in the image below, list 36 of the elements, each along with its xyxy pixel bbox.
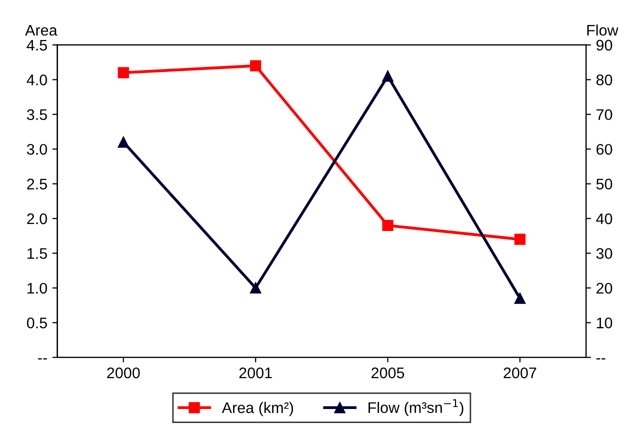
y-tick-label: 2.5	[27, 178, 47, 190]
y2-tick-label: 90	[596, 40, 612, 51]
y2-axis-title: Flow	[587, 24, 618, 36]
y2-tick-label: 60	[596, 144, 612, 155]
y-tick-label: 4.0	[26, 74, 48, 86]
point	[250, 282, 262, 294]
point	[514, 292, 526, 304]
y-tick-label: 0.5	[26, 318, 47, 328]
y-tick-label: 3.0	[26, 144, 48, 155]
y2-tick-label: 50	[596, 178, 612, 190]
point	[382, 70, 394, 82]
legend-label: Flow (m³sn$^{−1}$)	[368, 399, 464, 416]
y-tick-label: 1.5	[28, 248, 47, 259]
point	[118, 136, 129, 148]
y-tick-label: 4.5	[26, 40, 47, 51]
x-tick-label: 2007	[504, 368, 536, 378]
y-tick-label: 1.0	[28, 282, 48, 294]
y2-tick-label: 20	[596, 282, 612, 294]
y2-tick-label: 10	[596, 318, 612, 328]
y2-tick-label: 80	[596, 74, 612, 86]
point	[250, 60, 262, 72]
y2-tick-label: --	[596, 358, 606, 360]
x-tick-label: 2001	[239, 368, 272, 378]
x-tick-label: 2005	[372, 368, 404, 378]
legend-label: Area (km²)	[222, 402, 294, 416]
y2-tick-label: 40	[596, 213, 612, 224]
y-tick-label: --	[38, 358, 47, 360]
y-tick-label: 3.5	[26, 109, 47, 120]
y-tick-label: 2.0	[27, 213, 48, 224]
point	[514, 234, 526, 245]
point	[382, 220, 394, 232]
y2-tick-label: 70	[596, 109, 612, 120]
point	[118, 67, 129, 78]
y-axis-title: Area	[25, 25, 58, 36]
y2-tick-label: 30	[596, 248, 612, 259]
x-tick-label: 2000	[107, 368, 140, 378]
